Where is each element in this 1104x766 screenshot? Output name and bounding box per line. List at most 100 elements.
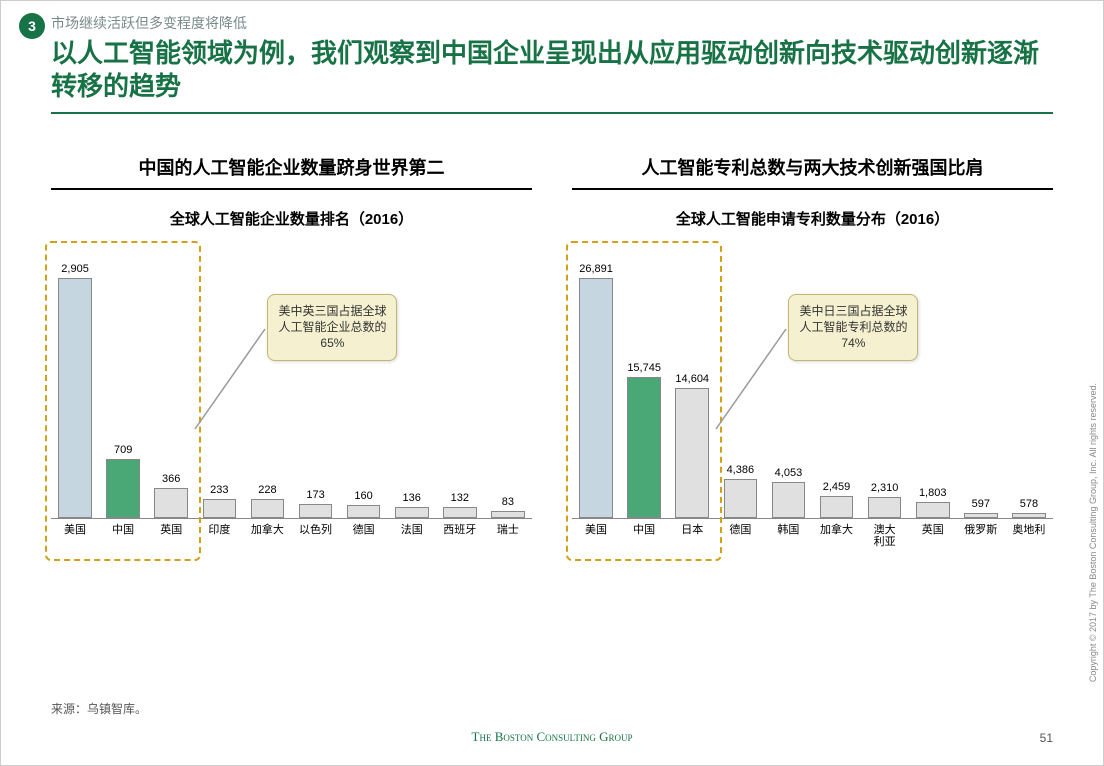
bar-value-label: 578 (1020, 498, 1038, 510)
category-label: 俄罗斯 (957, 519, 1005, 559)
category-label: 中国 (99, 519, 147, 559)
brand-text: The Boston Consulting Group (472, 729, 633, 744)
bar-value-label: 15,745 (627, 362, 661, 374)
bar (443, 507, 477, 518)
chart-right-heading: 人工智能专利总数与两大技术创新强国比肩 (572, 154, 1053, 180)
chart-right: 人工智能专利总数与两大技术创新强国比肩 全球人工智能申请专利数量分布（2016）… (572, 154, 1053, 559)
bar-wrap: 4,053 (764, 467, 812, 518)
bar (203, 499, 237, 518)
bar-wrap: 4,386 (716, 464, 764, 518)
category-label: 美国 (572, 519, 620, 559)
category-label: 澳大利亚 (861, 519, 909, 559)
category-label: 加拿大 (812, 519, 860, 559)
bar-value-label: 228 (258, 484, 276, 496)
bar-wrap: 597 (957, 498, 1005, 518)
bar-value-label: 366 (162, 473, 180, 485)
title-underline (51, 112, 1053, 114)
bar-wrap: 160 (340, 490, 388, 518)
header: 市场继续活跃但多变程度将降低 以人工智能领域为例，我们观察到中国企业呈现出从应用… (1, 1, 1103, 114)
bar-value-label: 709 (114, 444, 132, 456)
bar-wrap: 15,745 (620, 362, 668, 518)
bar-value-label: 2,459 (823, 481, 851, 493)
callout-left: 美中英三国占据全球人工智能企业总数的65% (267, 294, 397, 361)
bar-wrap: 228 (243, 484, 291, 518)
bar (299, 504, 333, 518)
bar-wrap: 233 (195, 484, 243, 518)
category-label: 美国 (51, 519, 99, 559)
bar (491, 511, 525, 518)
bar-wrap: 83 (484, 496, 532, 518)
bar (820, 496, 854, 518)
footer-brand: The Boston Consulting Group (472, 729, 633, 745)
bar-value-label: 4,053 (775, 467, 803, 479)
category-label: 韩国 (764, 519, 812, 559)
bar-value-label: 597 (972, 498, 990, 510)
category-label: 以色列 (291, 519, 339, 559)
bar-value-label: 4,386 (727, 464, 755, 476)
category-label: 印度 (195, 519, 243, 559)
chart-right-underline (572, 188, 1053, 190)
bar-wrap: 2,905 (51, 263, 99, 518)
bar (347, 505, 381, 518)
charts-container: 中国的人工智能企业数量跻身世界第二 全球人工智能企业数量排名（2016） 2,9… (1, 154, 1103, 559)
section-badge: 3 (19, 13, 45, 39)
bar-wrap: 1,803 (909, 487, 957, 518)
bar (251, 499, 285, 518)
bar (772, 482, 806, 518)
bar (868, 497, 902, 518)
chart-right-subheading: 全球人工智能申请专利数量分布（2016） (572, 208, 1053, 229)
category-label: 德国 (716, 519, 764, 559)
bar (627, 377, 661, 518)
chart-left-subheading: 全球人工智能企业数量排名（2016） (51, 208, 532, 229)
bar (579, 278, 613, 518)
category-label: 日本 (668, 519, 716, 559)
category-label: 瑞士 (484, 519, 532, 559)
bar-value-label: 26,891 (579, 263, 613, 275)
bar-value-label: 233 (210, 484, 228, 496)
slide-title: 以人工智能领域为例，我们观察到中国企业呈现出从应用驱动创新向技术驱动创新逐渐转移… (51, 37, 1053, 102)
bar-wrap: 136 (388, 492, 436, 518)
category-label: 中国 (620, 519, 668, 559)
bar-wrap: 132 (436, 492, 484, 518)
bar (1012, 513, 1046, 518)
slide-subtitle: 市场继续活跃但多变程度将降低 (51, 13, 1053, 33)
bar (395, 507, 429, 518)
bar (675, 388, 709, 518)
category-label: 法国 (388, 519, 436, 559)
chart-left-heading: 中国的人工智能企业数量跻身世界第二 (51, 154, 532, 180)
bar-value-label: 83 (502, 496, 514, 508)
bar-wrap: 709 (99, 444, 147, 518)
bar-wrap: 2,459 (812, 481, 860, 518)
chart-right-plot: 26,891 15,745 14,604 4,386 4,053 2,459 2,310 1,… (572, 259, 1053, 559)
bar-value-label: 2,310 (871, 482, 899, 494)
bar (58, 278, 92, 518)
bar-wrap: 14,604 (668, 373, 716, 518)
copyright-text: Copyright © 2017 by The Boston Consultin… (1088, 383, 1098, 682)
bar-wrap: 2,310 (861, 482, 909, 518)
bar-wrap: 366 (147, 473, 195, 518)
bar-wrap: 578 (1005, 498, 1053, 518)
bar-wrap: 26,891 (572, 263, 620, 518)
chart-left: 中国的人工智能企业数量跻身世界第二 全球人工智能企业数量排名（2016） 2,9… (51, 154, 532, 559)
callout-right: 美中日三国占据全球人工智能专利总数的74% (788, 294, 918, 361)
category-label: 英国 (147, 519, 195, 559)
category-label: 西班牙 (436, 519, 484, 559)
bar (154, 488, 188, 518)
category-label: 英国 (909, 519, 957, 559)
bar-wrap: 173 (291, 489, 339, 518)
bar-value-label: 1,803 (919, 487, 947, 499)
category-label: 奥地利 (1005, 519, 1053, 559)
bar-value-label: 173 (306, 489, 324, 501)
category-label: 加拿大 (243, 519, 291, 559)
bar (916, 502, 950, 518)
bar-value-label: 132 (451, 492, 469, 504)
bar-value-label: 14,604 (675, 373, 709, 385)
source-text: 来源：乌镇智库。 (51, 700, 147, 717)
bar (724, 479, 758, 518)
bar (964, 513, 998, 518)
chart-left-plot: 2,905 709 366 233 228 173 160 136 132 83 美国中国英国印度… (51, 259, 532, 559)
bar-value-label: 160 (354, 490, 372, 502)
page-number: 51 (1040, 731, 1053, 745)
chart-left-underline (51, 188, 532, 190)
category-label: 德国 (340, 519, 388, 559)
